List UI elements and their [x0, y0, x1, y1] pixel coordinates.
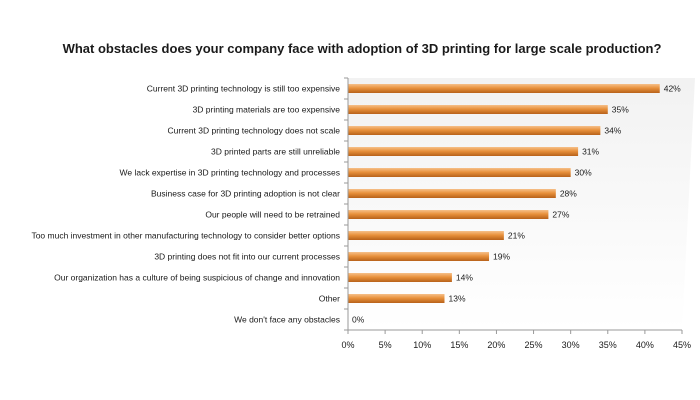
plot-area [348, 78, 695, 330]
bar [348, 168, 571, 177]
category-labels: Current 3D printing technology is still … [31, 84, 340, 325]
x-tick-label: 25% [525, 340, 543, 350]
category-label: We don't face any obstacles [234, 315, 340, 325]
category-label: Our people will need to be retrained [205, 210, 340, 220]
x-axis-ticks: 0% 5% 10% 15% 20% 25% 30% 35% 40% 45% [341, 77, 691, 350]
x-tick-label: 35% [599, 340, 617, 350]
value-label: 0% [352, 315, 365, 325]
value-label: 28% [560, 189, 577, 199]
bar [348, 252, 490, 261]
bar [348, 189, 556, 198]
x-tick-label: 15% [450, 340, 468, 350]
value-label: 30% [575, 168, 592, 178]
x-tick-label: 45% [673, 340, 691, 350]
category-label: 3D printing materials are too expensive [193, 105, 341, 115]
bar [348, 147, 579, 156]
bar [348, 231, 504, 240]
value-label: 31% [582, 147, 599, 157]
value-label: 34% [604, 126, 621, 136]
value-label: 19% [493, 252, 510, 262]
bar [348, 294, 445, 303]
x-tick-label: 10% [413, 340, 431, 350]
category-label: Current 3D printing technology is still … [147, 84, 341, 94]
value-label: 21% [508, 231, 525, 241]
value-label: 13% [448, 294, 465, 304]
x-tick-label: 20% [487, 340, 505, 350]
bar [348, 273, 452, 282]
value-label: 42% [664, 84, 681, 94]
category-label: We lack expertise in 3D printing technol… [120, 168, 341, 178]
value-label: 35% [612, 105, 629, 115]
bar [348, 126, 601, 135]
chart-title: What obstacles does your company face wi… [63, 41, 662, 56]
value-labels: 42% 35% 34% 31% 30% 28% 27% 21% 19% 14% 13% 0% [352, 84, 681, 325]
bar [348, 105, 608, 114]
bars-group [348, 84, 660, 303]
x-tick-label: 0% [341, 340, 354, 350]
category-label: Other [319, 294, 340, 304]
category-label: Current 3D printing technology does not … [168, 126, 341, 136]
x-tick-label: 30% [562, 340, 580, 350]
value-label: 27% [552, 210, 569, 220]
bar [348, 84, 660, 93]
value-label: 14% [456, 273, 473, 283]
category-label: Too much investment in other manufacturi… [31, 231, 340, 241]
bar [348, 210, 549, 219]
category-label: Business case for 3D printing adoption i… [151, 189, 340, 199]
category-label: Our organization has a culture of being … [54, 273, 340, 283]
x-tick-label: 5% [379, 340, 392, 350]
category-label: 3D printing does not fit into our curren… [154, 252, 340, 262]
x-tick-label: 40% [636, 340, 654, 350]
category-label: 3D printed parts are still unreliable [211, 147, 340, 157]
